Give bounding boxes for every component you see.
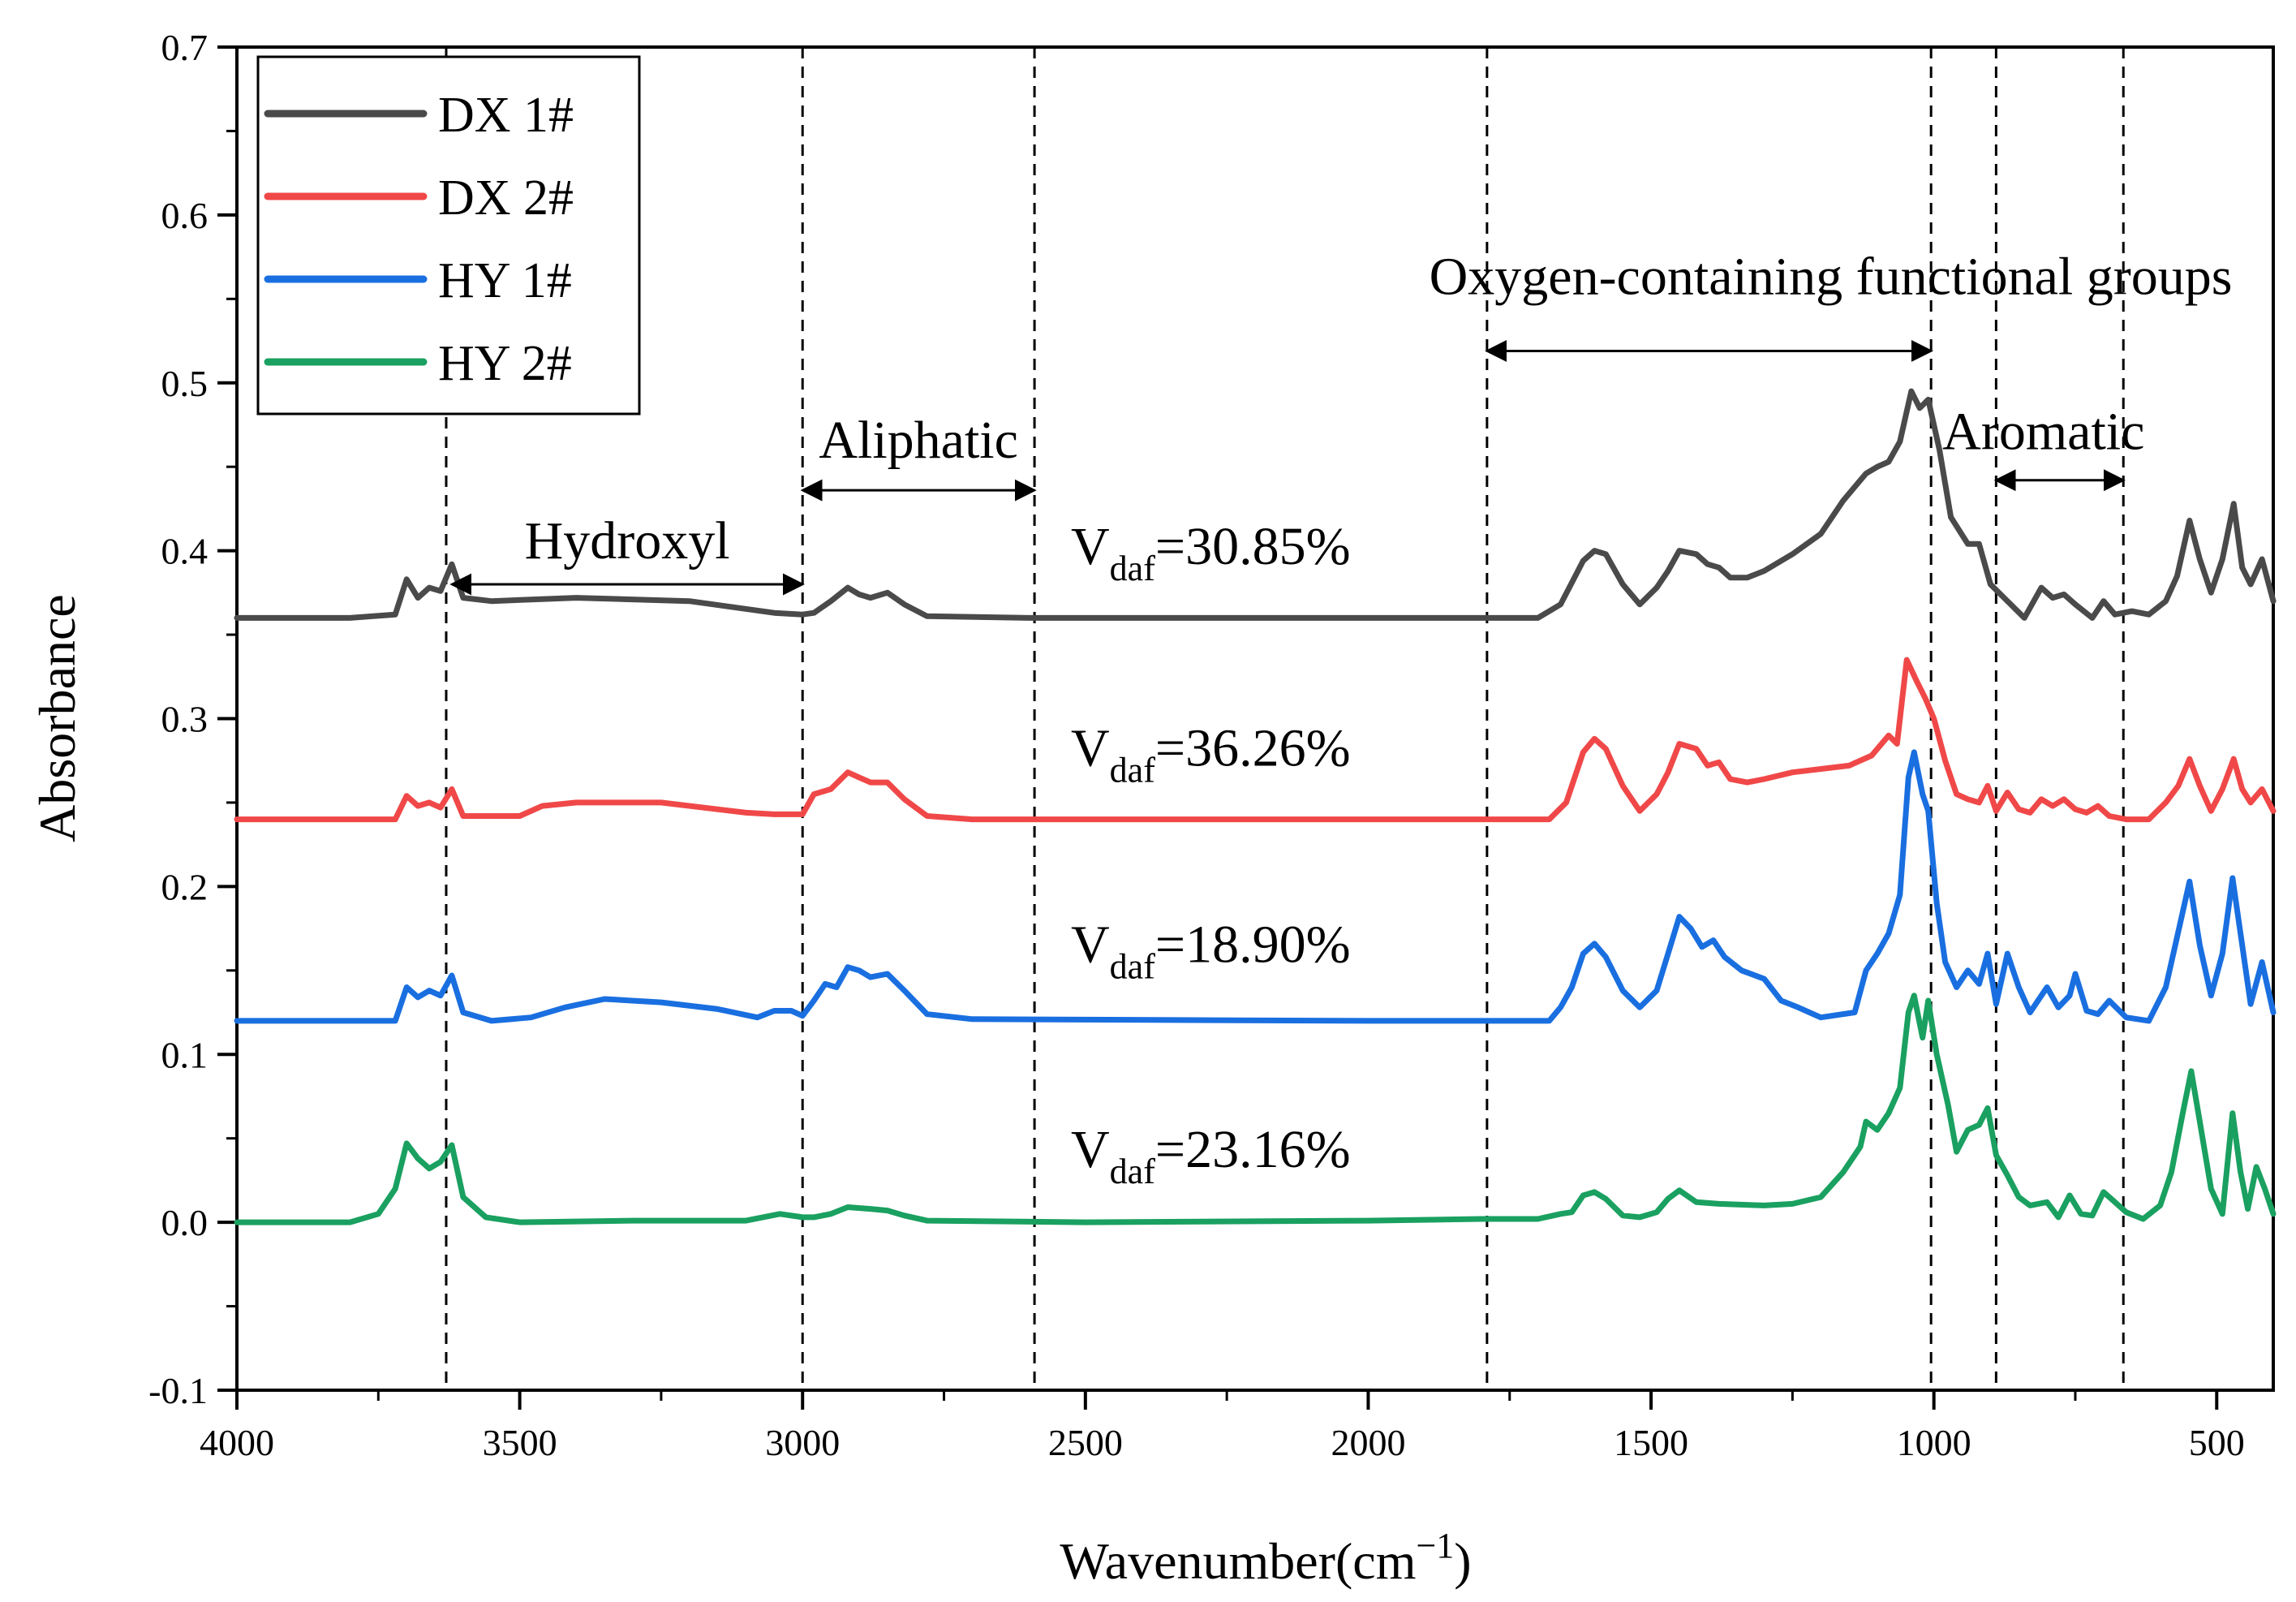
legend-label: HY 1# — [438, 253, 572, 308]
x-tick-label: 1000 — [1897, 1422, 1971, 1463]
series-line-hy2 — [234, 993, 2277, 1225]
y-tick-label: 0.4 — [161, 531, 209, 572]
vdaf-labels: Vdaf=30.85%Vdaf=36.26%Vdaf=18.90%Vdaf=23… — [1071, 517, 1351, 1191]
vdaf-subscript: daf — [1110, 1152, 1156, 1191]
annotations-group: Hydroxyl Aliphatic Oxygen-containing funct… — [449, 247, 2233, 596]
vdaf-subscript: daf — [1110, 946, 1156, 986]
y-tick-label: 0.0 — [161, 1202, 209, 1243]
vdaf-value: =36.26% — [1155, 718, 1351, 777]
series-line-hy1 — [234, 749, 2277, 1024]
series-group — [234, 388, 2277, 1225]
x-tick-label: 1500 — [1614, 1422, 1688, 1463]
vdaf-v: V — [1071, 1120, 1110, 1179]
y-axis-title: Absorbance — [28, 594, 86, 842]
vdaf-v: V — [1071, 915, 1110, 974]
annotation-label-aromatic: Aromatic — [1942, 403, 2144, 462]
legend-label: DX 1# — [438, 88, 574, 143]
vdaf-label: Vdaf=23.16% — [1071, 1120, 1351, 1191]
x-axis-title: Wavenumber(cm−1) — [1060, 1526, 1471, 1590]
x-tick-label: 3500 — [483, 1422, 557, 1463]
y-tick-label: 0.7 — [161, 27, 209, 68]
x-axis-title-text: Wavenumber(cm — [1060, 1532, 1416, 1590]
y-tick-label: 0.2 — [161, 866, 209, 907]
series-line-dx2 — [234, 657, 2277, 823]
y-axis: -0.1 0.0 0.1 0.2 0.3 0.4 0.5 0.6 0.7 — [148, 27, 237, 1411]
x-axis-title-sup: −1 — [1416, 1526, 1454, 1565]
vdaf-value: =18.90% — [1155, 915, 1351, 974]
legend-label: HY 2# — [438, 336, 572, 391]
x-axis: 4000 3500 3000 2500 2000 1500 1000 500 — [200, 1390, 2245, 1463]
vdaf-subscript: daf — [1110, 549, 1156, 588]
annotation-label-hydroxyl: Hydroxyl — [525, 511, 730, 571]
y-tick-label: 0.6 — [161, 195, 209, 236]
x-tick-label: 3000 — [765, 1422, 840, 1463]
series-line-dx1 — [234, 388, 2277, 621]
vdaf-subscript: daf — [1110, 750, 1156, 790]
y-tick-label: 0.5 — [161, 363, 209, 404]
x-tick-label: 2000 — [1331, 1422, 1405, 1463]
y-tick-label: -0.1 — [148, 1370, 208, 1411]
annotation-label-aliphatic: Aliphatic — [819, 411, 1018, 470]
vdaf-label: Vdaf=36.26% — [1071, 718, 1351, 790]
vdaf-label: Vdaf=18.90% — [1071, 915, 1351, 986]
legend-label: DX 2# — [438, 170, 574, 226]
vdaf-v: V — [1071, 517, 1110, 576]
vdaf-value: =23.16% — [1155, 1120, 1351, 1179]
vdaf-label: Vdaf=30.85% — [1071, 517, 1351, 588]
annotation-label-oxygen: Oxygen-containing functional groups — [1430, 247, 2233, 306]
y-tick-label: 0.1 — [161, 1034, 209, 1075]
x-tick-label: 4000 — [200, 1422, 274, 1463]
x-axis-title-close: ) — [1454, 1532, 1471, 1590]
x-tick-label: 2500 — [1048, 1422, 1123, 1463]
vdaf-v: V — [1071, 718, 1110, 777]
vdaf-value: =30.85% — [1155, 517, 1351, 576]
legend: DX 1# DX 2# HY 1# HY 2# — [256, 55, 641, 416]
x-tick-label: 500 — [2189, 1422, 2245, 1463]
y-tick-label: 0.3 — [161, 699, 209, 740]
